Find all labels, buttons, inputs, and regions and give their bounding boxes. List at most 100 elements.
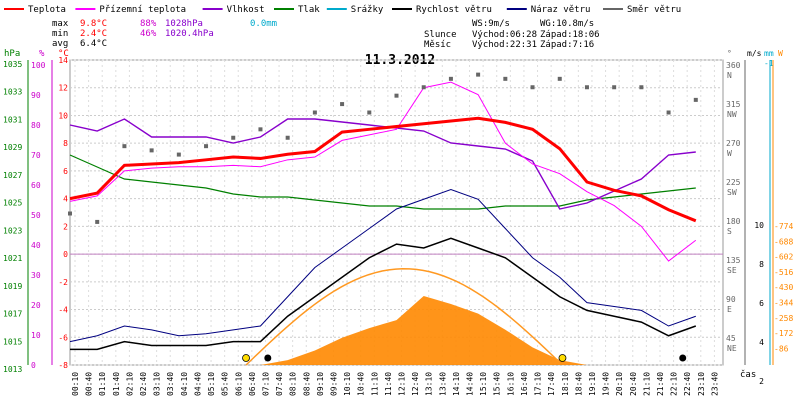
temp-tick-label: 6 [63,167,68,176]
info-sun-set: Západ:18:06 [540,30,600,40]
wind-dir-point [448,76,453,81]
dir-tick-label: 270 [726,139,741,148]
wind-dir-point [503,76,508,81]
solar-tick-label: -258 [774,314,793,323]
x-tick-label: 23:10 [697,372,706,396]
pct-tick-label: 60 [31,181,41,190]
sun-curve [245,267,560,366]
solar-tick-label: -430 [774,283,793,292]
pct-tick-label: 80 [31,121,41,130]
solar-tick-label: -774 [774,222,793,231]
temp-tick-label: 2 [63,222,68,231]
stats-temp: 6.4°C [80,39,107,49]
wind-dir-point [421,85,426,90]
dir-sub-label: SW [727,188,737,197]
stats-label: min [52,29,68,39]
dir-sub-label: W [727,149,732,158]
x-tick-label: 14:40 [466,372,475,396]
wind-dir-point [693,97,698,102]
x-tick-label: 05:10 [207,372,216,396]
pct-tick-label: 70 [31,151,41,160]
temp-tick-label: 14 [58,56,68,65]
hpa-tick-label: 1033 [3,88,22,97]
info-sun-label: Slunce [424,30,457,40]
wind-dir-point [258,127,263,132]
hpa-tick-label: 1019 [3,282,22,291]
dir-sub-label: NE [727,344,737,353]
x-tick-label: 09:40 [329,372,338,396]
wind-dir-point [394,93,399,98]
wind-dir-point [176,152,181,157]
solar-tick-label: -602 [774,253,793,262]
moon-event-marker [679,354,687,362]
temperature-line [69,116,697,223]
hpa-tick-label: 1021 [3,254,22,263]
hpa-tick-label: 1031 [3,115,22,124]
x-tick-label: 01:10 [98,372,107,396]
x-tick-label: 02:40 [139,372,148,396]
dir-tick-label: 135 [726,256,741,265]
hpa-tick-label: 1017 [3,310,22,319]
stats-humidity: 46% [140,29,157,39]
x-tick-label: 18:40 [574,372,583,396]
hpa-tick-label: 1013 [3,365,22,374]
x-tick-label: 00:40 [85,372,94,396]
x-tick-label: 07:10 [261,372,270,396]
x-tick-label: 12:40 [411,372,420,396]
x-tick-label: 17:40 [547,372,556,396]
wind-unit: m/s [747,49,762,58]
x-tick-label: 10:40 [357,372,366,396]
pct-tick-label: 20 [31,301,41,310]
solar-tick-label: -86 [774,344,789,353]
hpa-tick-label: 1023 [3,226,22,235]
solar-tick-label: -344 [774,299,793,308]
wind-dir-point [666,110,671,115]
wind-dir-point [68,211,72,216]
dir-tick-label: 90 [726,295,736,304]
stats-pressure: 1028hPa [165,19,203,29]
dir-unit: ° [727,49,732,58]
stats-label: avg [52,39,68,49]
wind-dir-point [204,144,209,149]
x-tick-label: 19:40 [602,372,611,396]
wind-dir-point [584,85,589,90]
rain-unit: mm [764,49,774,58]
info-wg: WG:10.8m/s [540,19,594,29]
x-tick-label: 21:40 [656,372,665,396]
hpa-tick-label: 1029 [3,143,22,152]
stats-block: max 9.8°C 88% 1028hPa 0.0mm min 2.4°C 46% 1020.4… [52,19,600,50]
x-tick-label: 01:40 [112,372,121,396]
stats-rain: 0.0mm [250,19,277,29]
pct-unit: % [39,49,45,59]
wind-dir-point [530,85,535,90]
hpa-tick-label: 1035 [3,60,22,69]
x-tick-label: 16:40 [520,372,529,396]
sun-event-marker [558,354,567,362]
solar-tick-label: -516 [774,268,793,277]
pct-tick-label: 90 [31,91,41,100]
pressure-line [69,154,696,210]
x-tick-label: 02:10 [125,372,134,396]
x-tick-label: 06:10 [234,372,243,396]
legend-label: Směr větru [627,5,681,15]
wind-dir-point [312,110,317,115]
rain-tick-label: -1 [764,59,774,68]
pct-tick-label: 10 [31,331,41,340]
pct-tick-label: 50 [31,211,41,220]
pct-tick-label: 0 [31,361,36,370]
x-tick-label: 11:10 [370,372,379,396]
legend-label: Teplota [28,5,66,15]
dir-sub-label: N [727,71,732,80]
x-tick-label: 20:10 [615,372,624,396]
solar-tick-label: -688 [774,237,793,246]
legend-label: Náraz větru [531,5,591,15]
legend-label: Srážky [351,5,384,15]
info-moon-rise: Východ:22:31 [472,40,537,50]
moon-event-marker [264,354,272,362]
x-tick-label: 22:10 [670,372,679,396]
ground-temp-line [69,81,697,262]
dir-tick-label: 360 [726,61,741,70]
wind-tick-label: 6 [759,299,764,308]
